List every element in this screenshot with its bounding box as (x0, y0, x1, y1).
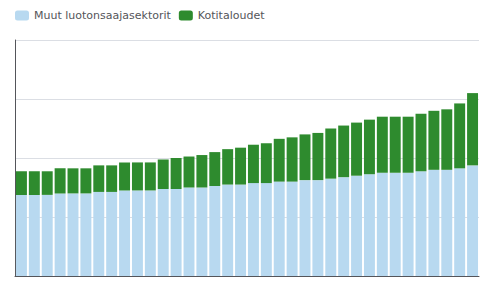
svg-text:Muut luotonsaajasektorit: Muut luotonsaajasektorit (34, 9, 172, 22)
svg-text:Kotitaloudet: Kotitaloudet (198, 9, 265, 22)
